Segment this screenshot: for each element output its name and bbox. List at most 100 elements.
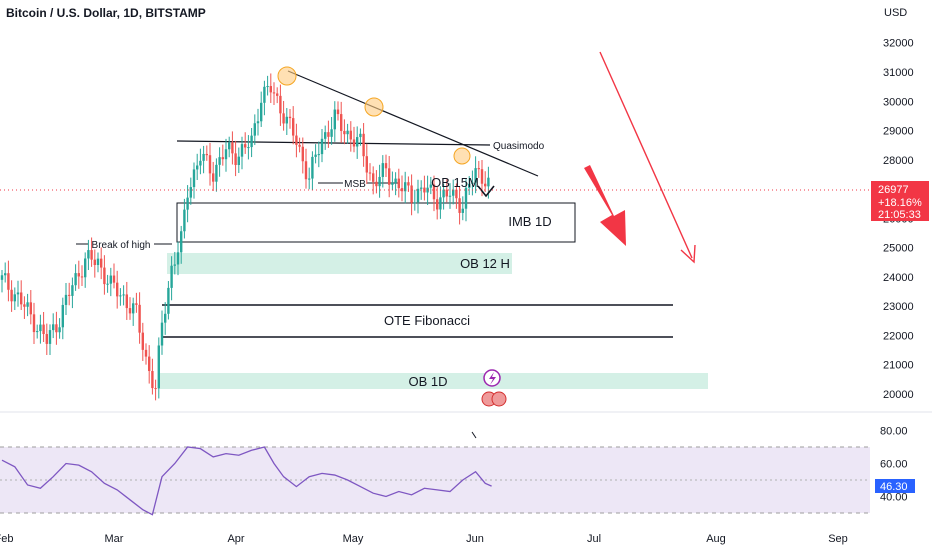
candle-body <box>477 168 480 170</box>
candle-body <box>125 294 128 309</box>
candle-body <box>240 144 244 157</box>
candle-body <box>122 294 125 296</box>
candle-body <box>260 102 263 122</box>
rsi-tick-mark <box>471 431 477 439</box>
candle-body <box>298 144 301 147</box>
candle-body <box>221 157 224 160</box>
us-flag-event-icon-2[interactable] <box>491 391 507 407</box>
price-tick-label: 29000 <box>883 126 914 138</box>
candle-body <box>314 154 317 157</box>
chart-title: Bitcoin / U.S. Dollar, 1D, BITSTAMP <box>6 6 206 20</box>
last-price-change: +18.16% <box>878 197 922 209</box>
candle-body <box>308 178 311 180</box>
down-arrow-thin[interactable] <box>599 51 693 259</box>
candle-body <box>109 275 112 284</box>
candle-body <box>39 324 42 332</box>
ob-1d-zone[interactable] <box>160 373 708 389</box>
rsi-value-label: 46.30 <box>880 481 908 493</box>
candle-body <box>349 130 352 140</box>
candle-body <box>378 176 381 187</box>
candle-body <box>90 250 93 260</box>
candle-body <box>189 187 192 198</box>
candle-body <box>455 189 458 199</box>
candle-body <box>55 324 58 333</box>
price-candles <box>0 73 490 401</box>
candle-body <box>461 208 464 213</box>
candle-body <box>346 130 349 135</box>
candle-body <box>292 118 295 136</box>
rsi-tick-label: 60.00 <box>880 459 908 471</box>
candle-body <box>384 163 388 169</box>
candle-body <box>327 132 330 137</box>
candle-body <box>480 169 484 184</box>
candle-body <box>362 133 365 157</box>
candle-body <box>388 168 391 185</box>
candle-body <box>404 182 407 192</box>
candle-body <box>397 178 400 189</box>
rsi-line <box>1 446 492 516</box>
currency-label: USD <box>884 7 907 19</box>
ote-label: OTE Fibonacci <box>384 313 470 328</box>
candle-body <box>176 252 180 265</box>
candle-body <box>381 163 384 177</box>
candle-body <box>164 313 167 323</box>
candle-body <box>116 282 119 297</box>
imb-1d-label: IMB 1D <box>508 214 551 229</box>
candle-body <box>311 156 314 179</box>
candle-body <box>16 292 20 295</box>
msb-label: MSB <box>344 179 366 190</box>
candle-body <box>442 189 445 198</box>
candle-body <box>160 322 164 346</box>
price-tick-label: 32000 <box>883 38 914 50</box>
candle-body <box>212 173 215 182</box>
candle-body <box>36 331 39 333</box>
down-arrow-large[interactable] <box>584 165 626 246</box>
rsi-value-badge <box>875 479 915 493</box>
candle-body <box>263 86 266 103</box>
candle-body <box>32 314 36 333</box>
high-marker-1 <box>277 66 297 86</box>
price-axis[interactable]: 3200031000300002900028000260002500024000… <box>883 38 914 401</box>
candle-body <box>132 303 135 314</box>
price-tick-label: 25000 <box>883 243 914 255</box>
imb-1d-zone[interactable] <box>176 202 576 243</box>
rsi-tick-label: 40.00 <box>880 492 908 504</box>
candle-body <box>352 139 356 147</box>
candle-body <box>333 109 336 130</box>
price-tick-label: 23000 <box>883 301 914 313</box>
candle-body <box>464 187 468 209</box>
time-axis[interactable]: Feb Mar Apr May Jun Jul Aug Sep <box>0 533 848 545</box>
candle-body <box>100 258 103 268</box>
candle-body <box>20 292 23 305</box>
candle-body <box>285 116 288 124</box>
candle-body <box>340 114 343 131</box>
candle-body <box>391 182 394 185</box>
month-tick-label: Jul <box>587 533 601 545</box>
candle-body <box>84 258 87 278</box>
candle-body <box>250 135 253 148</box>
candle-body <box>170 265 173 288</box>
candle-body <box>372 173 375 182</box>
descending-trendline[interactable] <box>287 70 539 177</box>
candle-body <box>135 303 138 305</box>
ob-12h-zone[interactable] <box>167 253 512 274</box>
candle-body <box>93 259 96 266</box>
break-of-high-label: Break of high <box>92 240 151 251</box>
last-price-value: 26977 <box>878 184 909 196</box>
candle-body <box>74 273 77 286</box>
candle-body <box>180 231 183 253</box>
candle-body <box>324 132 327 139</box>
candle-body <box>29 302 32 315</box>
candle-body <box>96 258 100 266</box>
month-tick-label: May <box>343 533 364 545</box>
candle-body <box>0 275 4 280</box>
candle-body <box>304 161 308 180</box>
candle-body <box>228 142 231 150</box>
candle-body <box>426 187 429 193</box>
month-tick-label: Mar <box>105 533 124 545</box>
candle-body <box>458 198 461 213</box>
candle-body <box>410 185 413 203</box>
quasimodo-line[interactable] <box>176 140 491 146</box>
candle-body <box>10 289 13 302</box>
